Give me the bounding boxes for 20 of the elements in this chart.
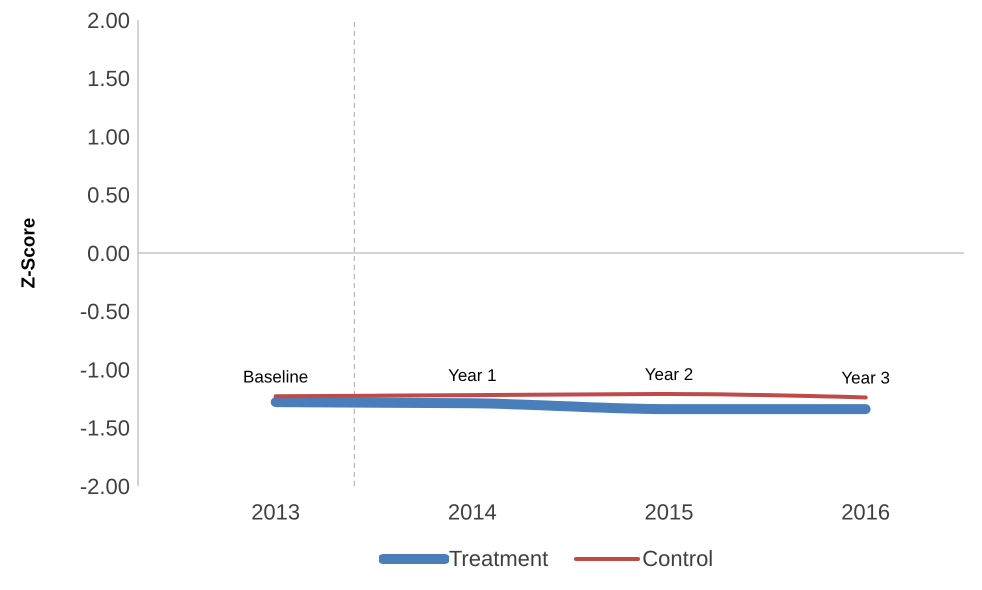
annotation: Baseline xyxy=(243,367,308,386)
y-tick-label: -2.00 xyxy=(80,474,130,499)
y-tick-label: -1.00 xyxy=(80,357,130,382)
y-tick-label: 0.50 xyxy=(87,182,130,208)
y-tick-label: 2.00 xyxy=(87,8,130,33)
annotation: Year 3 xyxy=(841,368,890,388)
annotation: Year 1 xyxy=(448,366,497,386)
y-tick-label: 0.00 xyxy=(87,240,130,266)
legend-label: Control xyxy=(642,546,714,572)
y-tick-label: 1.00 xyxy=(87,124,130,150)
y-tick-label: -0.50 xyxy=(80,299,130,324)
y-tick-label: 1.50 xyxy=(87,66,130,92)
y-axis-title: Z-Score xyxy=(18,218,40,288)
legend-label: Treatment xyxy=(448,546,548,572)
y-tick-label: -1.50 xyxy=(80,416,130,441)
annotation: Year 2 xyxy=(644,364,694,384)
x-tick-label: 2013 xyxy=(251,500,300,525)
x-tick-label: 2015 xyxy=(644,500,694,525)
x-tick-label: 2014 xyxy=(448,500,497,525)
x-tick-label: 2016 xyxy=(841,500,890,525)
